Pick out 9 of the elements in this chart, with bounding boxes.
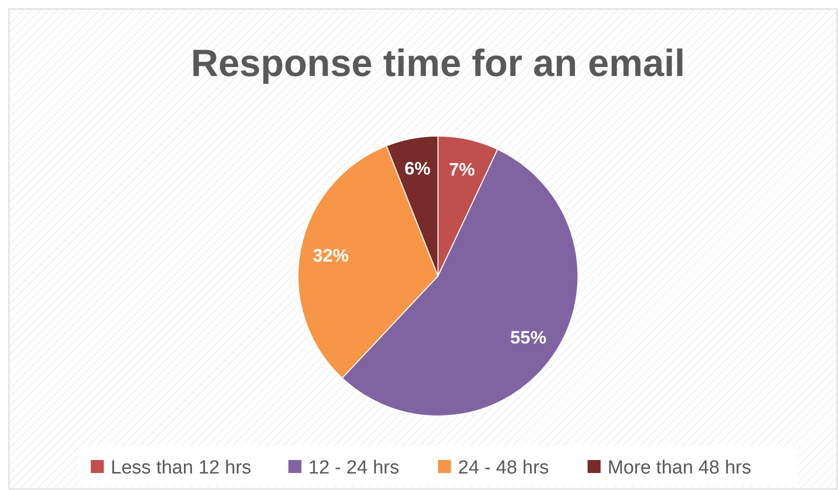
legend-label: Less than 12 hrs: [110, 458, 252, 478]
data-label: 55%: [510, 327, 546, 348]
chart-title: Response time for an email: [190, 43, 686, 85]
legend-label: 12 - 24 hrs: [308, 458, 400, 478]
legend-label: More than 48 hrs: [608, 458, 752, 478]
legend-label: 24 - 48 hrs: [458, 458, 549, 478]
data-label: 6%: [404, 158, 431, 179]
data-label: 7%: [448, 159, 475, 180]
data-label: 32%: [312, 246, 349, 266]
